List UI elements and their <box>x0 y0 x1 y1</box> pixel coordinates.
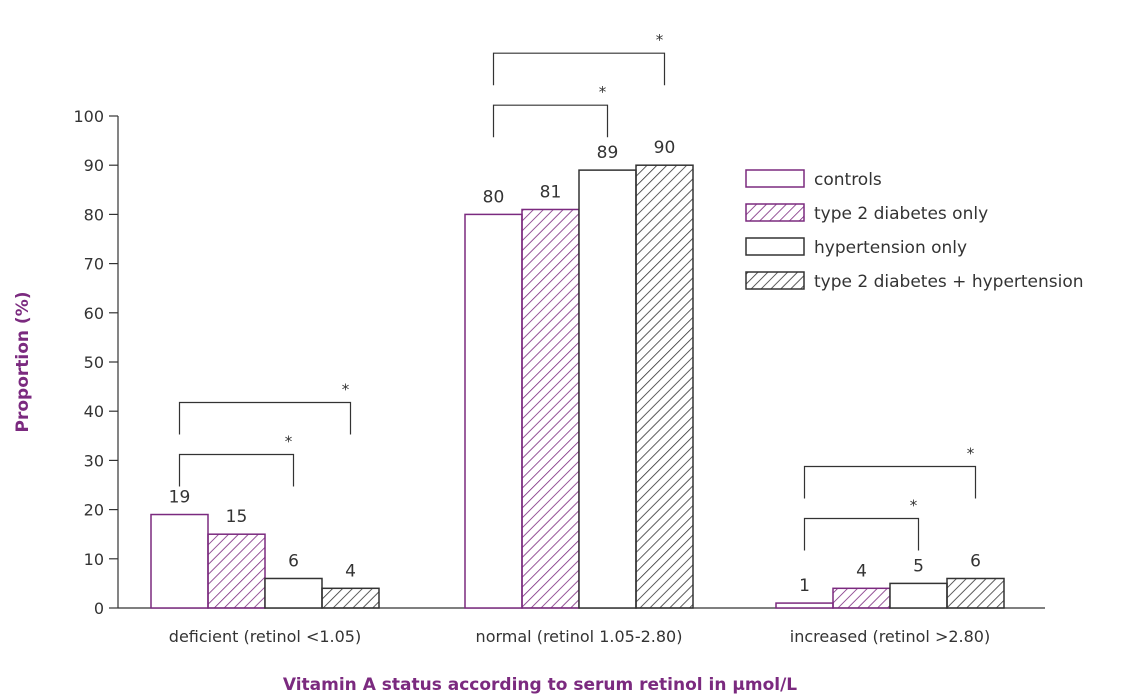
y-tick-label: 30 <box>84 451 104 470</box>
significance-star: * <box>656 31 664 49</box>
data-label: 90 <box>654 138 676 158</box>
legend-swatch <box>745 169 805 188</box>
legend-swatch <box>745 203 805 222</box>
x-axis-title: Vitamin A status according to serum reti… <box>283 675 797 695</box>
y-tick-label: 100 <box>73 107 104 126</box>
legend-swatch <box>745 271 805 290</box>
data-label: 19 <box>169 488 191 508</box>
data-label: 4 <box>345 561 356 581</box>
y-tick-label: 80 <box>84 205 104 224</box>
y-axis-title: Proportion (%) <box>13 292 33 433</box>
bar <box>578 169 637 609</box>
data-label: 81 <box>540 182 562 202</box>
significance-bracket <box>492 52 666 86</box>
data-label: 15 <box>226 507 248 527</box>
y-tick-label: 50 <box>84 353 104 372</box>
significance-star: * <box>910 496 918 514</box>
significance-bracket <box>803 517 920 551</box>
x-category-label: deficient (retinol <1.05) <box>169 627 361 646</box>
data-label: 89 <box>597 143 619 163</box>
y-tick-label: 10 <box>84 550 104 569</box>
significance-bracket <box>178 401 352 435</box>
x-category-label: normal (retinol 1.05-2.80) <box>476 627 683 646</box>
data-label: 4 <box>856 561 867 581</box>
y-tick-label: 70 <box>84 255 104 274</box>
data-label: 6 <box>288 551 299 571</box>
y-tick-label: 20 <box>84 501 104 520</box>
y-tick-label: 60 <box>84 304 104 323</box>
significance-bracket <box>492 104 609 138</box>
bar <box>464 213 523 609</box>
legend-entry: type 2 diabetes + hypertension <box>814 272 1084 292</box>
data-label: 1 <box>799 576 810 596</box>
significance-bracket <box>178 453 295 487</box>
bar <box>889 582 948 609</box>
data-label: 6 <box>970 551 981 571</box>
bars: 19 15 6 4 80 81 89 90 1 4 5 6 <box>150 138 1005 609</box>
significance-star: * <box>967 444 975 462</box>
legend-entry: type 2 diabetes only <box>814 204 988 224</box>
bar <box>946 577 1005 609</box>
bar <box>150 513 209 609</box>
legend-entry: hypertension only <box>814 238 967 258</box>
bar <box>207 533 266 609</box>
bar <box>635 164 694 609</box>
significance-brackets: * * * * * * <box>178 31 977 551</box>
y-tick-label: 0 <box>94 599 104 618</box>
axes: 0 10 20 30 40 50 60 70 80 90 100 deficient (retinol… <box>73 107 1045 646</box>
legend-swatch <box>745 237 805 256</box>
data-label: 80 <box>483 187 505 207</box>
bar <box>775 602 834 609</box>
bar <box>321 587 380 609</box>
significance-star: * <box>285 433 293 451</box>
significance-star: * <box>599 83 607 101</box>
legend-entry: controls <box>814 170 882 190</box>
significance-star: * <box>342 381 350 399</box>
data-label: 5 <box>913 556 924 576</box>
bar <box>832 587 891 609</box>
y-tick-label: 90 <box>84 156 104 175</box>
x-category-label: increased (retinol >2.80) <box>790 627 990 646</box>
legend: controls type 2 diabetes only hypertension… <box>745 169 1084 292</box>
y-tick-label: 40 <box>84 402 104 421</box>
bar <box>264 577 323 609</box>
bar <box>521 208 580 609</box>
significance-bracket <box>803 465 977 499</box>
